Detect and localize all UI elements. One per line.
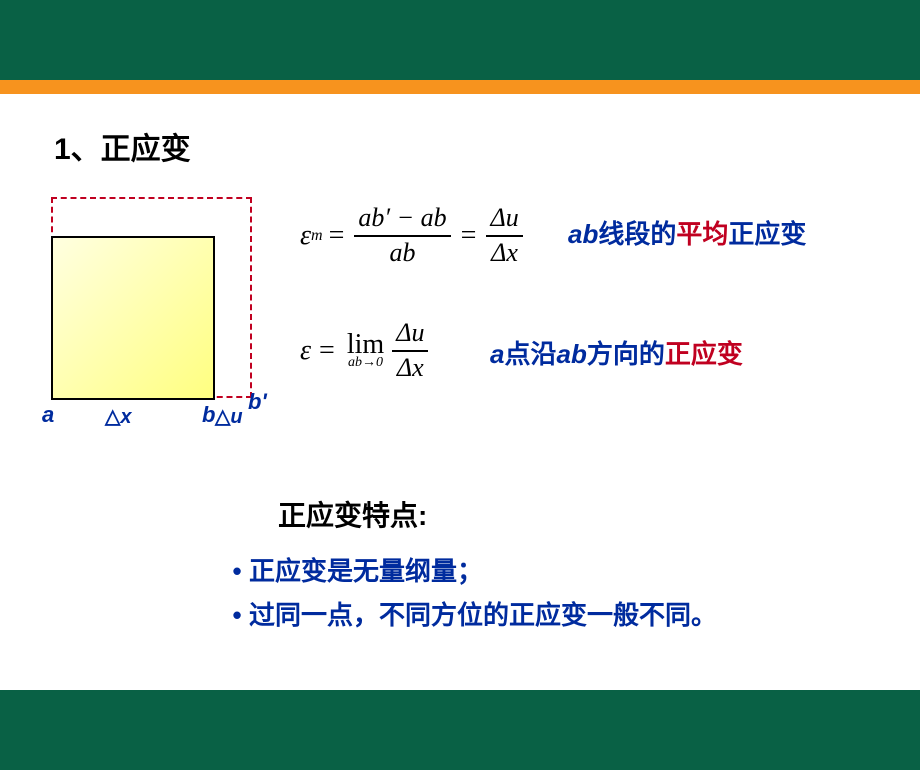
- epsilon-symbol-2: ε: [300, 335, 311, 367]
- equals-1: =: [329, 220, 345, 252]
- fraction-2: Δu Δx: [486, 204, 522, 267]
- accent-bar: [0, 80, 920, 94]
- list-item: • 正应变是无量纲量；: [225, 549, 717, 593]
- fraction-3: Δu Δx: [392, 319, 428, 382]
- text-highlight: 平均: [676, 219, 728, 249]
- properties-title: 正应变特点:: [278, 494, 427, 534]
- denominator-3: Δx: [393, 354, 428, 383]
- numerator-1: ab′ − ab: [354, 204, 450, 233]
- delta-symbol: △: [105, 406, 120, 428]
- original-element: [51, 236, 215, 400]
- lim-text: lim: [347, 332, 384, 357]
- ab-text-2: ab: [556, 339, 586, 369]
- strain-diagram: a b b' △x △u: [30, 194, 250, 424]
- ab-text: ab: [568, 219, 598, 249]
- a-text: a: [490, 339, 504, 369]
- properties-list: • 正应变是无量纲量； • 过同一点，不同方位的正应变一般不同。: [225, 549, 717, 637]
- label-b: b: [202, 402, 215, 428]
- text-2b: 方向的: [587, 339, 665, 369]
- limit-operator: lim ab→0: [347, 332, 384, 370]
- numerator-2: Δu: [486, 204, 522, 233]
- label-b-prime: b': [248, 389, 267, 415]
- fraction-1: ab′ − ab ab: [354, 204, 450, 267]
- section-heading: 1、正应变: [54, 124, 191, 168]
- var-x: x: [120, 406, 131, 428]
- denominator-2: Δx: [487, 239, 522, 268]
- equals-2: =: [461, 220, 477, 252]
- text-1a: 线段的: [598, 219, 676, 249]
- annotation-mean-strain: ab线段的平均正应变: [568, 214, 806, 251]
- equals-3: =: [319, 335, 335, 367]
- label-delta-x: △x: [105, 404, 132, 429]
- label-delta-u: △u: [215, 404, 243, 429]
- content-panel: 1、正应变 a b b' △x △u εm = ab′ − ab ab = Δu: [0, 94, 920, 690]
- subscript-m: m: [311, 227, 323, 245]
- delta-symbol: △: [215, 406, 230, 428]
- bullet-text-2: 过同一点，不同方位的正应变一般不同。: [249, 593, 717, 637]
- epsilon-symbol: ε: [300, 220, 311, 252]
- list-item: • 过同一点，不同方位的正应变一般不同。: [225, 593, 717, 637]
- annotation-point-strain: a点沿ab方向的正应变: [490, 334, 743, 371]
- var-u: u: [230, 406, 242, 428]
- label-a: a: [42, 402, 54, 428]
- numerator-3: Δu: [392, 319, 428, 348]
- lim-condition: ab→0: [348, 357, 383, 370]
- text-2a: 点沿: [504, 339, 556, 369]
- text-1b: 正应变: [728, 219, 806, 249]
- denominator-1: ab: [386, 239, 420, 268]
- equation-mean-strain: εm = ab′ − ab ab = Δu Δx: [300, 204, 527, 267]
- equation-point-strain: ε = lim ab→0 Δu Δx: [300, 319, 432, 382]
- bullet-text-1: 正应变是无量纲量；: [249, 549, 483, 593]
- text-highlight-2: 正应变: [665, 339, 743, 369]
- bullet-icon: •: [225, 593, 249, 637]
- bullet-icon: •: [225, 549, 249, 593]
